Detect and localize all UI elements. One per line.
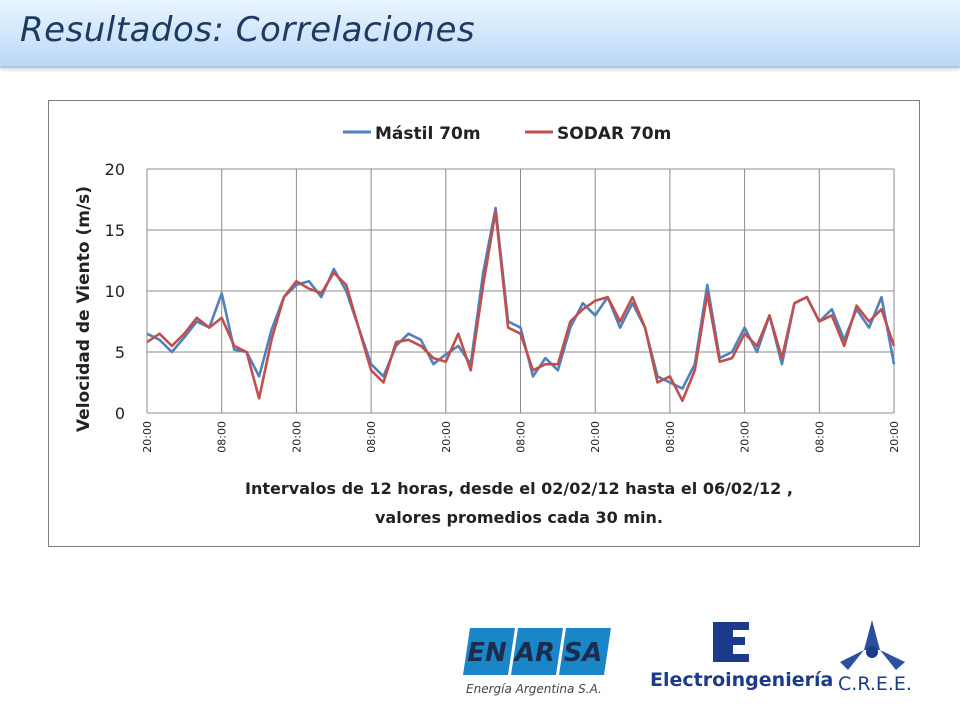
x-tick-label: 08:00 — [813, 421, 826, 453]
x-tick-label: 20:00 — [739, 421, 752, 453]
cree-logo: C.R.E.E. — [838, 620, 912, 695]
x-tick-label: 20:00 — [888, 421, 901, 453]
y-tick-label: 15 — [105, 221, 125, 240]
enarsa-subtitle: Energía Argentina S.A. — [466, 682, 602, 696]
x-tick-label: 20:00 — [290, 421, 303, 453]
chart-series — [146, 206, 896, 403]
y-tick-label: 0 — [115, 404, 125, 423]
x-axis-label-line2: valores promedios cada 30 min. — [375, 508, 663, 527]
y-axis-label: Velocidad de Viento (m/s) — [74, 186, 94, 432]
enarsa-ar: AR — [513, 638, 555, 668]
y-tick-label: 5 — [115, 343, 125, 362]
enarsa-en: EN — [467, 638, 507, 668]
x-tick-label: 08:00 — [216, 421, 229, 453]
chart-legend: Mástil 70m SODAR 70m — [343, 124, 671, 144]
electroingenieria-text: Electroingeniería — [650, 669, 833, 691]
slide-title: Resultados: Correlaciones — [20, 10, 476, 50]
y-tick-label: 10 — [105, 282, 125, 301]
x-tick-label: 08:00 — [365, 421, 378, 453]
enarsa-logo: EN AR SA Energía Argentina S.A. — [463, 628, 611, 696]
x-tick-label: 20:00 — [440, 421, 453, 453]
legend-label-sodar: SODAR 70m — [557, 124, 671, 144]
title-bar: Resultados: Correlaciones — [0, 0, 960, 68]
x-axis-label-line1: Intervalos de 12 horas, desde el 02/02/1… — [245, 479, 793, 498]
chart-frame: 0 5 10 15 20 20:00 08:00 20:00 08:00 20:00 08:00 20… — [48, 100, 920, 547]
x-tick-label: 20:00 — [589, 421, 602, 453]
line-chart: 0 5 10 15 20 20:00 08:00 20:00 08:00 20:00 08:00 20… — [74, 124, 901, 527]
enarsa-sa: SA — [564, 638, 603, 668]
cree-text: C.R.E.E. — [838, 673, 912, 695]
legend-label-mastil: Mástil 70m — [375, 124, 481, 144]
x-tick-label: 08:00 — [664, 421, 677, 453]
logos-row: EN AR SA Energía Argentina S.A. Electroi… — [0, 600, 960, 710]
series-line-sodar — [146, 210, 896, 403]
x-tick-label: 08:00 — [515, 421, 528, 453]
x-tick-label: 20:00 — [141, 421, 154, 453]
y-tick-label: 20 — [105, 160, 125, 179]
chart-axes: 0 5 10 15 20 20:00 08:00 20:00 08:00 20:00 08:00 20… — [105, 160, 901, 453]
electroingenieria-logo: Electroingeniería — [650, 622, 833, 691]
